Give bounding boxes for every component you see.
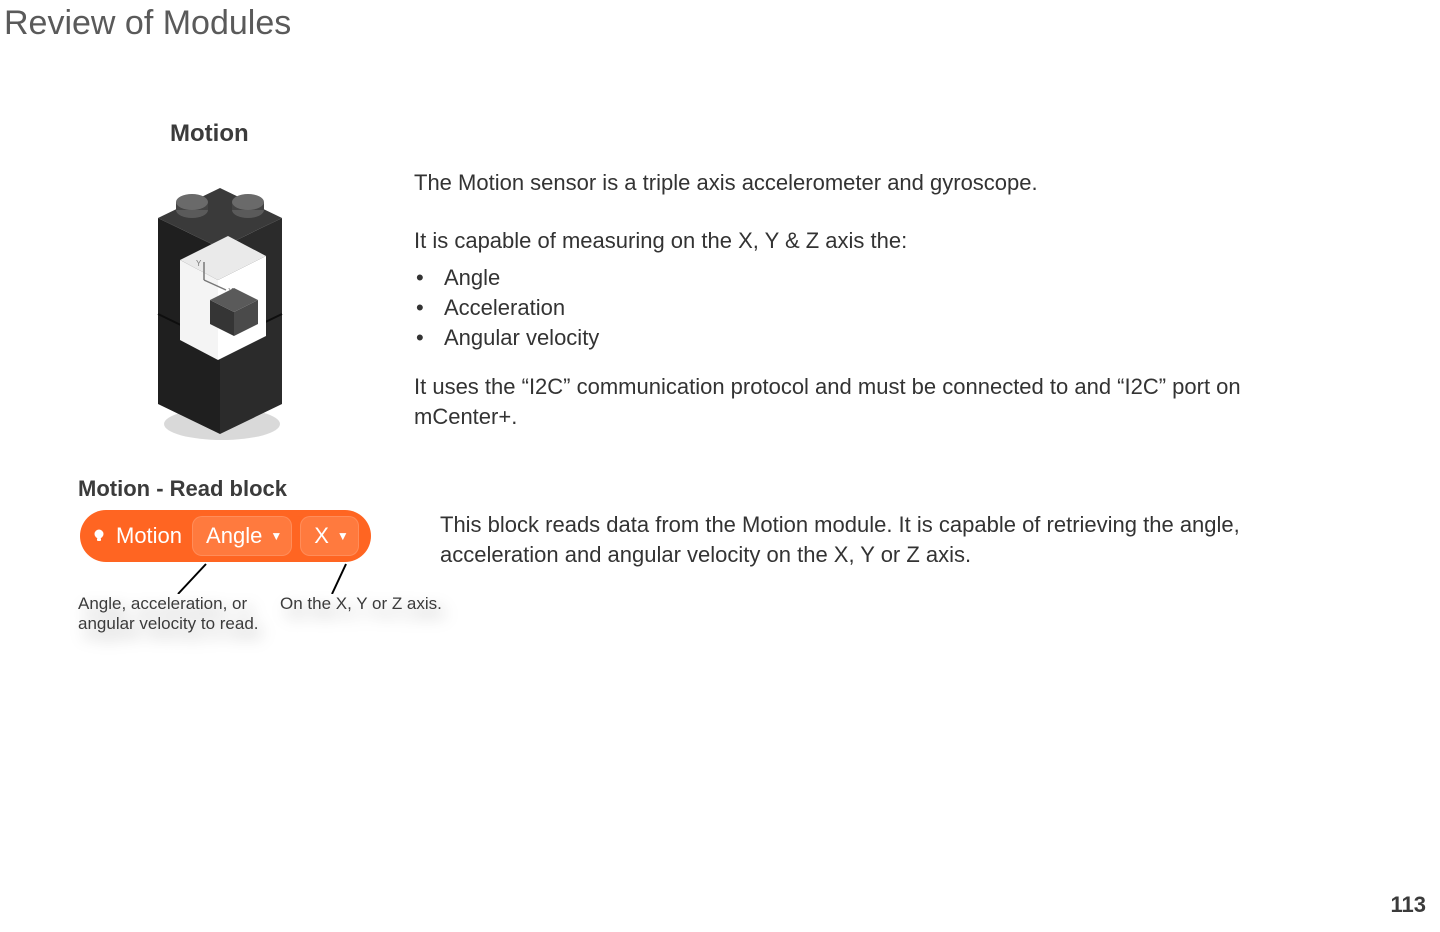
callout-measure-text: Angle, acceleration, or angular velocity…: [78, 594, 278, 637]
bulb-icon: [90, 527, 108, 545]
chevron-down-icon: ▼: [337, 529, 349, 543]
desc-protocol: It uses the “I2C” communication protocol…: [414, 372, 1334, 431]
desc-capable-lead: It is capable of measuring on the X, Y &…: [414, 226, 1334, 256]
motion-block-dropdown-axis[interactable]: X ▼: [300, 516, 359, 556]
desc-intro: The Motion sensor is a triple axis accel…: [414, 168, 1334, 198]
motion-block-label: Motion: [116, 523, 182, 549]
section-title-motion: Motion: [170, 120, 249, 148]
chevron-down-icon: ▼: [270, 529, 282, 543]
motion-description: The Motion sensor is a triple axis accel…: [414, 168, 1334, 440]
dropdown-measure-value: Angle: [206, 523, 262, 549]
callout-axis: On the X, Y or Z axis.: [280, 594, 460, 616]
desc-bullet: Angular velocity: [414, 323, 1334, 353]
callout-measure: Angle, acceleration, or angular velocity…: [78, 594, 278, 637]
page-title: Review of Modules: [4, 4, 291, 43]
motion-read-block[interactable]: Motion Angle ▼ X ▼: [80, 510, 371, 562]
read-block-description: This block reads data from the Motion mo…: [440, 510, 1340, 569]
desc-bullet: Acceleration: [414, 293, 1334, 323]
callout-axis-text: On the X, Y or Z axis.: [280, 594, 460, 616]
read-block-title: Motion - Read block: [78, 476, 287, 502]
motion-sensor-figure: Y X: [140, 168, 300, 448]
motion-block-dropdown-measure[interactable]: Angle ▼: [192, 516, 292, 556]
page-number: 113: [1391, 892, 1427, 918]
dropdown-axis-value: X: [314, 523, 329, 549]
svg-text:Y: Y: [196, 259, 202, 268]
desc-bullet-list: Angle Acceleration Angular velocity: [414, 263, 1334, 352]
desc-bullet: Angle: [414, 263, 1334, 293]
